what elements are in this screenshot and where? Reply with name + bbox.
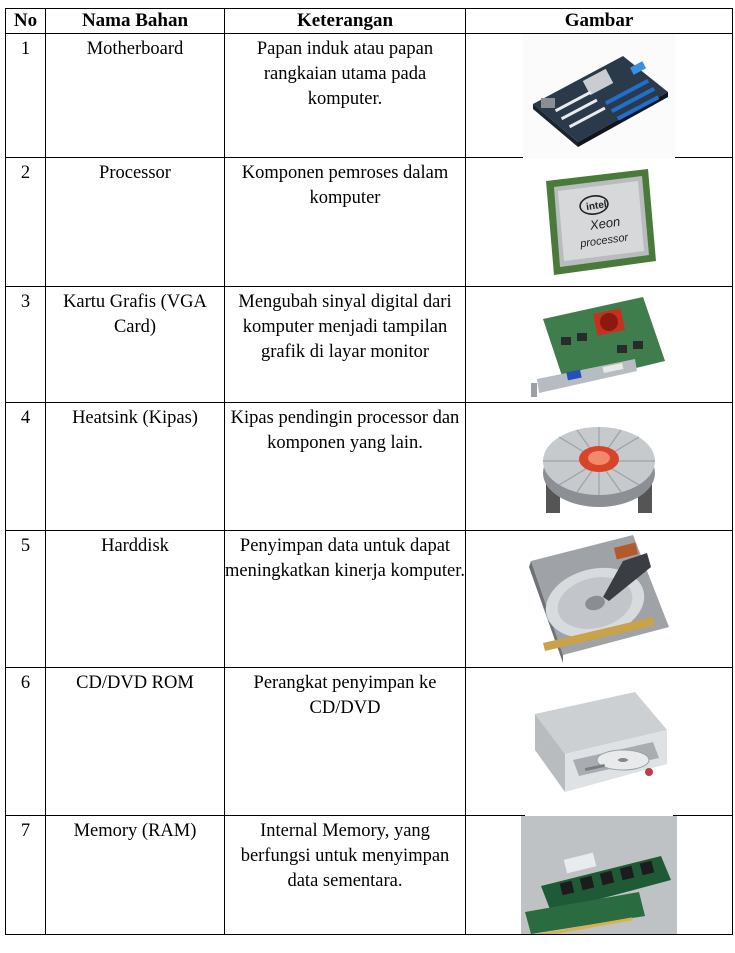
component-name: Memory (RAM)	[45, 815, 225, 935]
component-name: Harddisk	[45, 530, 225, 668]
row-number: 5	[5, 530, 46, 668]
component-image-cell	[465, 402, 733, 531]
cd-dvd-rom-photo	[525, 668, 673, 816]
component-description: Internal Memory, yang berfungsi untuk me…	[224, 815, 466, 935]
processor-photo: intel Xeon processor	[536, 163, 662, 281]
components-table: No Nama Bahan Keterangan Gambar 1 Mother…	[5, 8, 733, 935]
ram-photo	[521, 816, 677, 934]
header-gambar: Gambar	[465, 8, 733, 34]
component-image-cell	[465, 815, 733, 935]
component-image-cell: intel Xeon processor	[465, 157, 733, 287]
component-description: Komponen pemroses dalam komputer	[224, 157, 466, 287]
table-row: 7 Memory (RAM) Internal Memory, yang ber…	[5, 815, 733, 935]
header-keterangan: Keterangan	[224, 8, 466, 34]
component-image-cell	[465, 530, 733, 668]
component-description: Perangkat penyimpan ke CD/DVD	[224, 667, 466, 816]
row-number: 6	[5, 667, 46, 816]
component-description: Mengubah sinyal digital dari komputer me…	[224, 286, 466, 403]
component-name: Kartu Grafis (VGA Card)	[45, 286, 225, 403]
row-number: 4	[5, 402, 46, 531]
row-number: 7	[5, 815, 46, 935]
chip-model-text: Xeon	[588, 214, 621, 233]
vga-card-photo	[525, 289, 673, 401]
component-name: CD/DVD ROM	[45, 667, 225, 816]
component-description: Penyimpan data untuk dapat meningkatkan …	[224, 530, 466, 668]
component-name: Processor	[45, 157, 225, 287]
component-image-cell	[465, 286, 733, 403]
component-name: Motherboard	[45, 33, 225, 158]
table-row: 1 Motherboard Papan induk atau papan ran…	[5, 33, 733, 158]
component-description: Papan induk atau papan rangkaian utama p…	[224, 33, 466, 158]
table-row: 6 CD/DVD ROM Perangkat penyimpan ke CD/D…	[5, 667, 733, 816]
header-nama-bahan: Nama Bahan	[45, 8, 225, 34]
header-no: No	[5, 8, 46, 34]
component-name: Heatsink (Kipas)	[45, 402, 225, 531]
chip-brand-text: intel	[586, 199, 608, 213]
component-image-cell	[465, 667, 733, 816]
table-row: 4 Heatsink (Kipas) Kipas pendingin proce…	[5, 402, 733, 531]
table-row: 2 Processor Komponen pemroses dalam komp…	[5, 157, 733, 287]
heatsink-photo	[532, 403, 666, 529]
harddisk-photo	[523, 531, 675, 667]
header-row: No Nama Bahan Keterangan Gambar	[5, 8, 733, 34]
component-description: Kipas pendingin processor dan komponen y…	[224, 402, 466, 531]
row-number: 2	[5, 157, 46, 287]
component-image-cell	[465, 33, 733, 158]
table-row: 3 Kartu Grafis (VGA Card) Mengubah sinya…	[5, 286, 733, 403]
row-number: 3	[5, 286, 46, 403]
row-number: 1	[5, 33, 46, 158]
motherboard-photo	[523, 34, 675, 158]
table-row: 5 Harddisk Penyimpan data untuk dapat me…	[5, 530, 733, 668]
